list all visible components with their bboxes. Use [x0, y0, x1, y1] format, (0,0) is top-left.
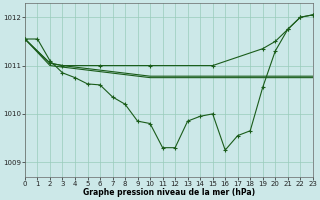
X-axis label: Graphe pression niveau de la mer (hPa): Graphe pression niveau de la mer (hPa) — [83, 188, 255, 197]
